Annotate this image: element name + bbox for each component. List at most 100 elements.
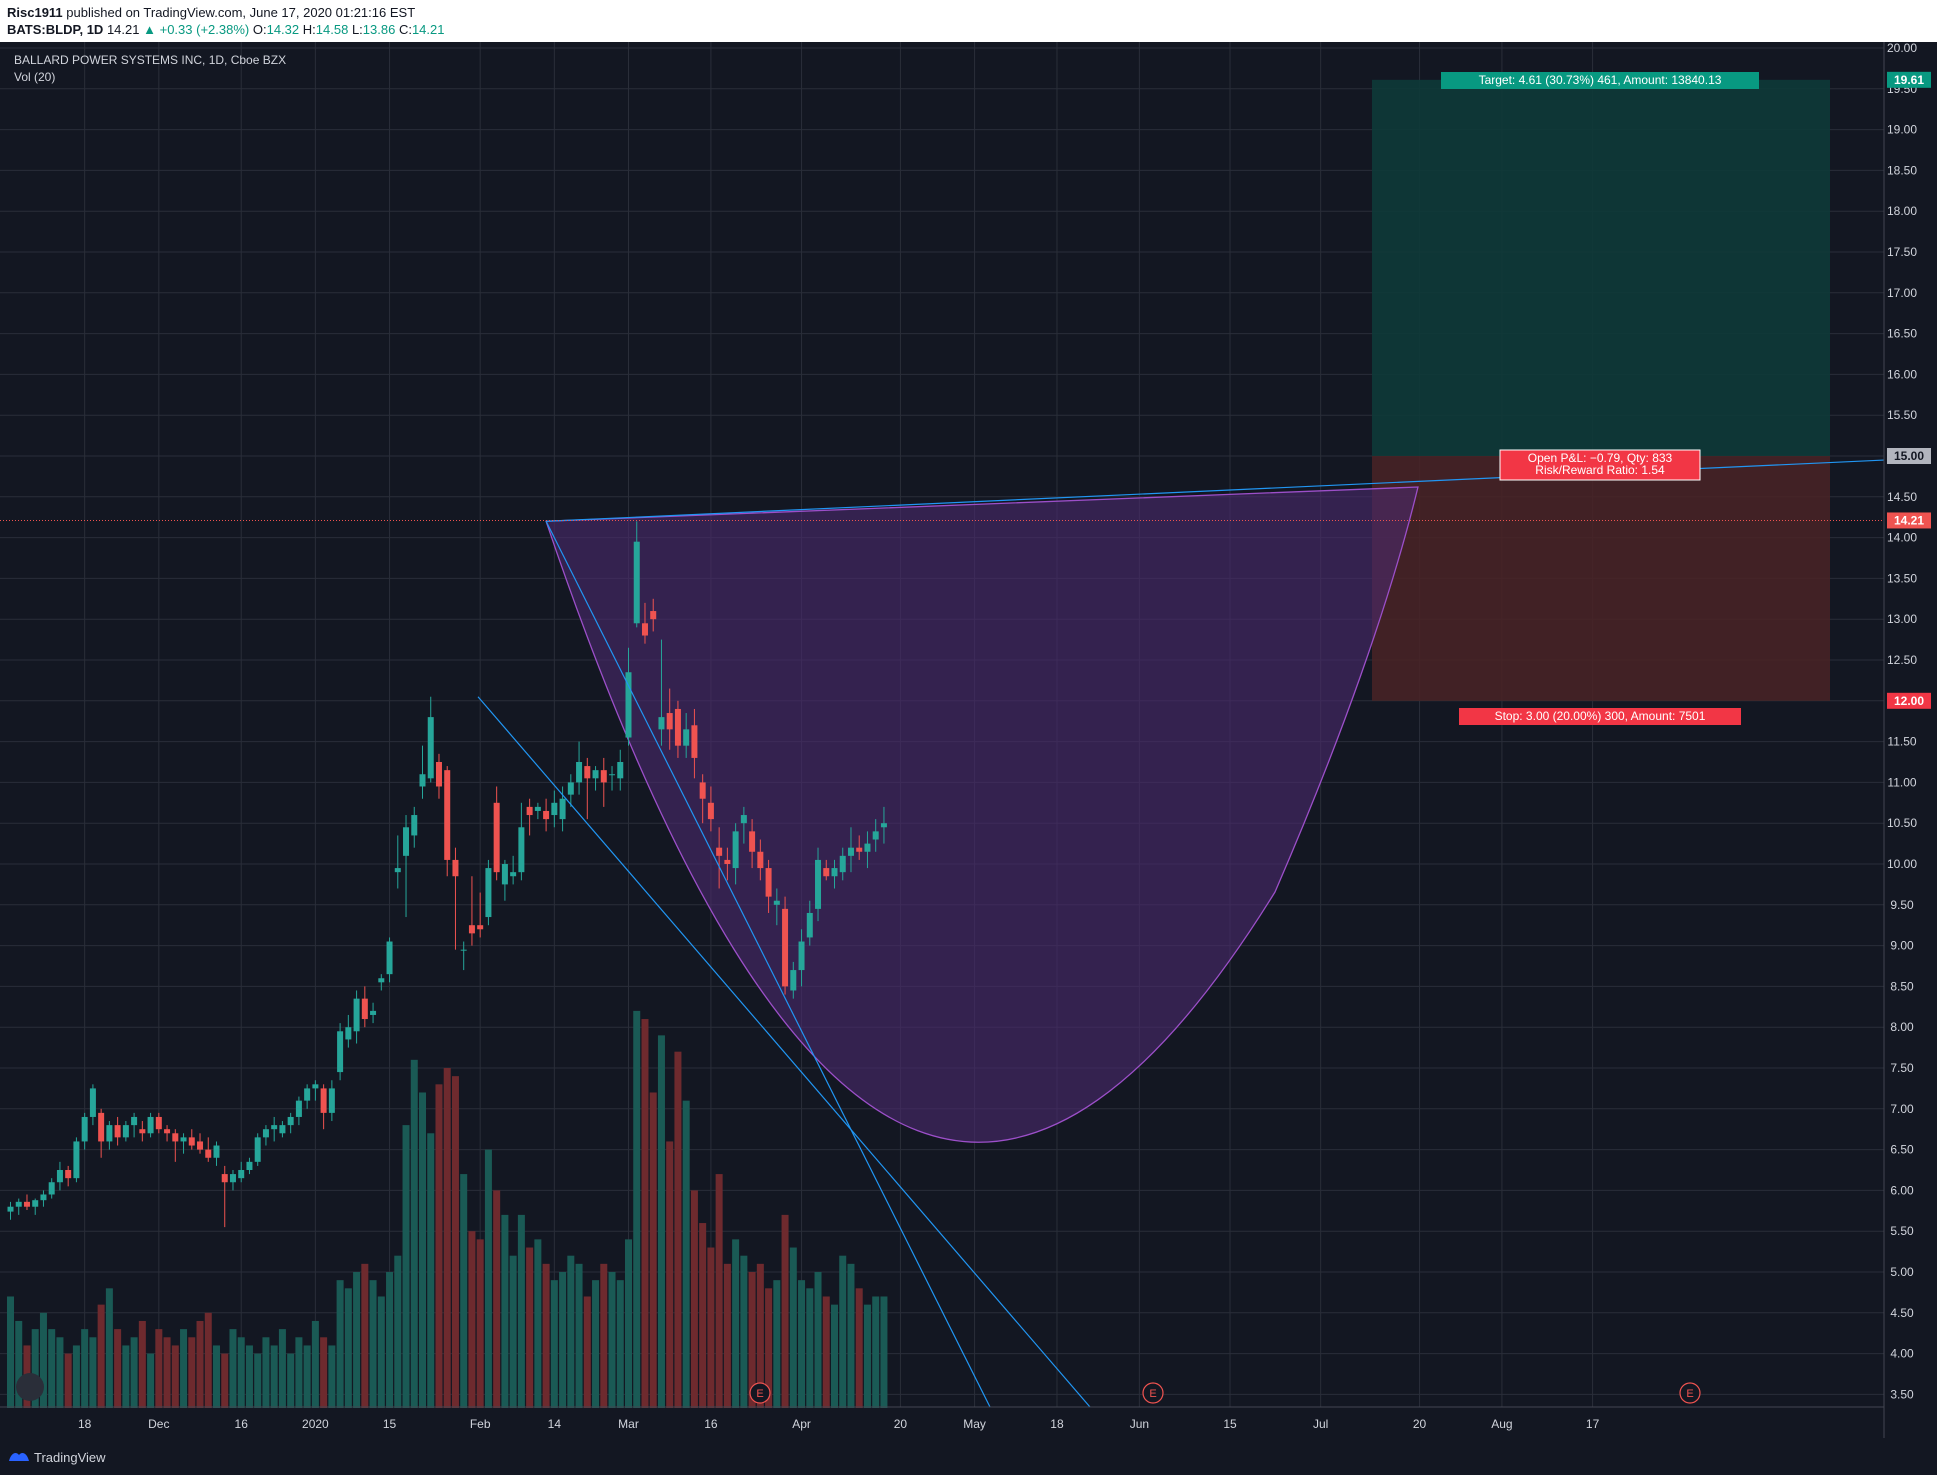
candle-body [576,762,583,783]
volume-bar [394,1255,402,1408]
candle-body [205,1149,212,1158]
symbol[interactable]: BATS:BLDP, 1D [7,22,104,37]
author-name[interactable]: Risc1911 [7,5,63,20]
volume-bar [402,1125,410,1408]
volume-bar [320,1337,328,1408]
candle-body [15,1201,22,1207]
candle-body [625,672,632,738]
volume-bar [550,1280,558,1408]
candle-body [444,770,451,860]
volume-bar [534,1239,542,1408]
candle-body [567,782,574,795]
x-tick-label: 18 [78,1417,92,1431]
volume-bar [344,1288,352,1408]
candle-body [872,831,879,840]
candle-body [304,1088,311,1101]
volume-bar [814,1272,822,1408]
tv-corner-logo-icon [16,1373,44,1401]
candle-body [815,859,822,909]
candle-body [312,1084,319,1089]
candle-body [155,1116,162,1130]
candle-body [765,868,772,897]
price-chart[interactable]: 3.50 4.00 4.50 5.00 5.50 6.00 6.50 7.00 7.50 8.00… [0,42,1937,1438]
volume-bar [872,1296,880,1408]
last-price: 14.21 [106,22,140,37]
volume-bar [336,1280,344,1408]
volume-bar [270,1345,278,1408]
candle-body [197,1141,204,1150]
cup-pattern [545,486,1419,1143]
volume-bar [567,1255,575,1408]
up-arrow-icon: ▲ [143,22,156,37]
candle-body [262,1129,269,1138]
candle-body [122,1125,129,1138]
volume-bar [592,1280,600,1408]
candle-body [164,1129,171,1134]
volume-bar [641,1019,649,1408]
y-tick-label: 6.50 [1890,1143,1914,1157]
candles [7,521,887,1228]
candle-body [32,1200,39,1207]
volume-bar [287,1353,295,1408]
tradingview-logo-icon[interactable] [8,1449,30,1463]
candle-body [89,1088,96,1117]
volume-bar [847,1263,855,1408]
volume-bar [682,1100,690,1408]
volume-bar [427,1133,435,1408]
volume-bar [773,1280,781,1408]
candle-body [600,770,607,783]
candle-body [328,1088,335,1113]
chart-title: BALLARD POWER SYSTEMS INC, 1D, Cboe BZX [14,53,286,67]
candle-body [419,774,426,787]
y-tick-label: 9.00 [1890,939,1914,953]
volume-bar [221,1353,229,1408]
volume-bar [476,1239,484,1408]
target-zone [1372,79,1830,456]
volume-bar [756,1263,764,1408]
candle-body [732,831,739,869]
candle-body [510,872,517,877]
volume-bar [699,1223,707,1408]
volume-bar [48,1329,56,1408]
volume-bar [575,1263,583,1408]
volume-bar [245,1345,253,1408]
volume-bar [196,1320,204,1408]
volume-bar [863,1304,871,1408]
volume-bar [72,1345,80,1408]
volume-bar [105,1288,113,1408]
candle-body [724,859,731,864]
candle-body [798,941,805,971]
y-tick-label: 18.00 [1887,204,1917,218]
y-tick-label: 13.50 [1887,571,1917,585]
candle-body [666,713,673,730]
x-tick-label: 20 [1413,1417,1427,1431]
candle-body [790,970,797,991]
volume-bar [56,1337,64,1408]
footer: TradingView [0,1438,1937,1475]
candle-body [403,827,410,856]
volume-bar [460,1174,468,1408]
candle-body [641,623,648,636]
volume-bar [501,1214,509,1408]
candle-body [806,912,813,938]
candle-body [773,900,780,905]
candle-body [658,717,665,730]
candle-body [246,1161,253,1170]
candle-body [229,1174,236,1183]
y-tick-label: 16.50 [1887,327,1917,341]
candle-body [180,1137,187,1142]
close-label: C: [398,22,412,37]
axes: 3.50 4.00 4.50 5.00 5.50 6.00 6.50 7.00 7.50 8.00… [0,42,1931,1438]
x-tick-label: 15 [1223,1417,1237,1431]
volume-bar [204,1312,212,1408]
volume-bar [155,1329,163,1408]
candle-body [609,774,616,776]
volume-bar [542,1263,550,1408]
y-tick-label: 15.50 [1887,408,1917,422]
published-text: published on TradingView.com, June 17, 2… [66,5,416,20]
candle-body [81,1116,88,1142]
volume-bar [740,1255,748,1408]
volume-bar [526,1247,534,1408]
x-tick-label: 20 [894,1417,908,1431]
y-tick-label: 19.00 [1887,123,1917,137]
